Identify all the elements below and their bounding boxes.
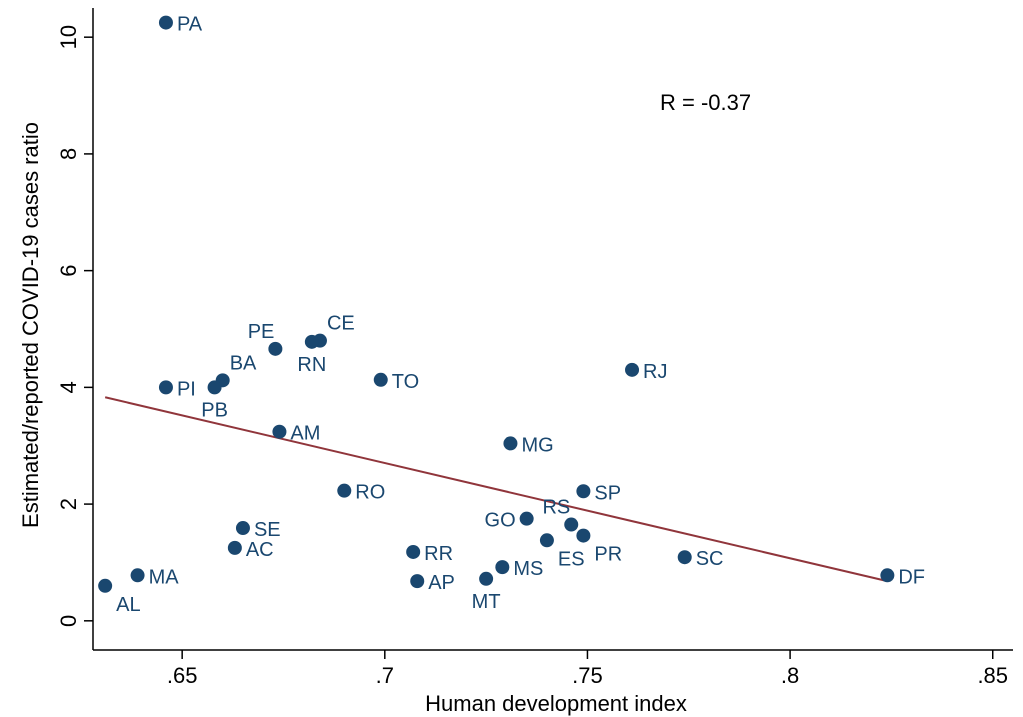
point-label: TO bbox=[392, 371, 419, 393]
point-label: SC bbox=[696, 548, 724, 570]
x-tick-label: .65 bbox=[167, 663, 198, 688]
y-axis-title: Estimated/reported COVID-19 cases ratio bbox=[18, 122, 43, 528]
data-point bbox=[304, 334, 319, 349]
data-point bbox=[272, 424, 287, 439]
x-tick-label: .7 bbox=[376, 663, 394, 688]
data-point bbox=[410, 574, 425, 589]
point-label: SE bbox=[254, 519, 281, 541]
correlation-annotation: R = -0.37 bbox=[660, 90, 751, 115]
data-point bbox=[576, 484, 591, 499]
point-label: MA bbox=[149, 566, 180, 588]
data-point bbox=[268, 341, 283, 356]
data-point bbox=[158, 15, 173, 30]
trend-line bbox=[104, 396, 888, 583]
point-label: AM bbox=[290, 423, 320, 445]
point-label: PR bbox=[594, 544, 622, 566]
point-label: RO bbox=[355, 482, 385, 504]
point-label: CE bbox=[327, 313, 355, 335]
data-point bbox=[503, 436, 518, 451]
point-label: PE bbox=[248, 321, 275, 343]
y-tick-label: 2 bbox=[56, 498, 81, 510]
x-axis-title: Human development index bbox=[425, 691, 687, 716]
point-label: RS bbox=[542, 497, 570, 519]
point-label: AP bbox=[428, 572, 455, 594]
data-point bbox=[495, 560, 510, 575]
point-label: MG bbox=[521, 434, 553, 456]
data-point bbox=[207, 380, 222, 395]
y-tick-label: 4 bbox=[56, 381, 81, 393]
point-label: GO bbox=[485, 510, 516, 532]
point-label: DF bbox=[898, 566, 925, 588]
data-point bbox=[677, 550, 692, 565]
data-point bbox=[564, 517, 579, 532]
y-tick-label: 10 bbox=[56, 25, 81, 49]
data-point bbox=[519, 511, 534, 526]
point-label: MT bbox=[472, 591, 501, 613]
point-label: AL bbox=[116, 594, 140, 616]
data-point bbox=[406, 544, 421, 559]
point-label: PB bbox=[201, 399, 228, 421]
y-tick-label: 0 bbox=[56, 615, 81, 627]
y-tick-label: 6 bbox=[56, 265, 81, 277]
point-label: MS bbox=[513, 558, 543, 580]
data-point bbox=[539, 533, 554, 548]
y-axis-ticks: 0 2 4 6 8 10 bbox=[56, 25, 93, 627]
data-point bbox=[98, 578, 113, 593]
data-point bbox=[158, 380, 173, 395]
data-point bbox=[576, 528, 591, 543]
data-point bbox=[479, 571, 494, 586]
data-point bbox=[235, 521, 250, 536]
data-point bbox=[227, 540, 242, 555]
point-label: ES bbox=[558, 548, 585, 570]
point-label: PI bbox=[177, 378, 196, 400]
data-point bbox=[880, 568, 895, 583]
data-point bbox=[625, 362, 640, 377]
point-label: AC bbox=[246, 539, 274, 561]
point-label: RN bbox=[297, 354, 326, 376]
point-label: SP bbox=[594, 482, 621, 504]
x-axis-ticks: .65 .7 .75 .8 .85 bbox=[167, 650, 1008, 688]
x-tick-label: .75 bbox=[572, 663, 603, 688]
x-tick-label: .85 bbox=[977, 663, 1008, 688]
point-label: BA bbox=[230, 352, 257, 374]
y-tick-label: 8 bbox=[56, 148, 81, 160]
axes bbox=[92, 8, 1013, 651]
data-point bbox=[337, 483, 352, 498]
data-point bbox=[373, 372, 388, 387]
x-tick-label: .8 bbox=[781, 663, 799, 688]
point-label: RR bbox=[424, 543, 453, 565]
point-label: PA bbox=[177, 14, 203, 36]
data-point bbox=[130, 568, 145, 583]
point-label: RJ bbox=[643, 361, 667, 383]
